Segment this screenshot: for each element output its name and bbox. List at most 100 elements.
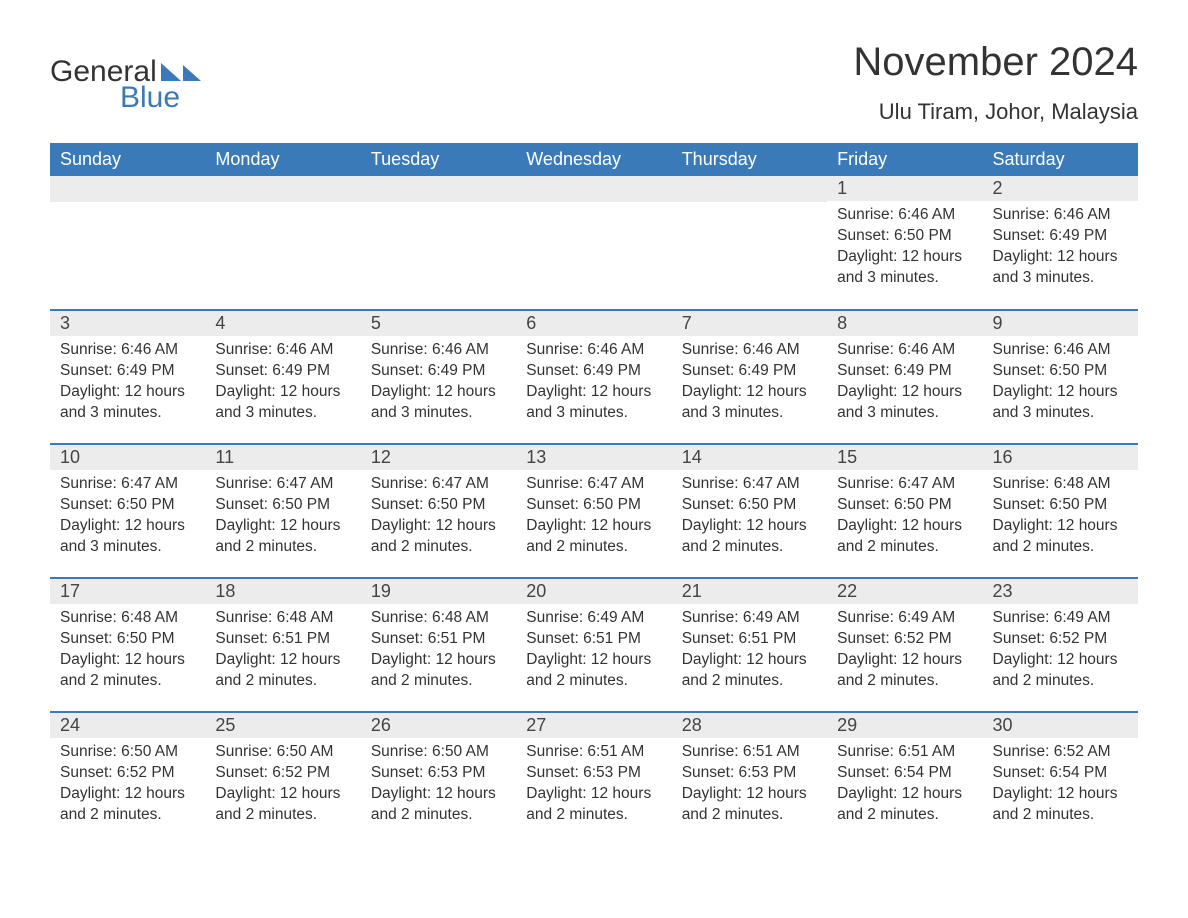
- sunrise-text: Sunrise: 6:52 AM: [993, 742, 1128, 763]
- sunset-text: Sunset: 6:54 PM: [993, 763, 1128, 784]
- daylight-text: Daylight: 12 hours and 2 minutes.: [682, 516, 817, 558]
- day-number: 2: [983, 176, 1138, 201]
- sunset-text: Sunset: 6:50 PM: [837, 495, 972, 516]
- sunrise-text: Sunrise: 6:46 AM: [526, 340, 661, 361]
- sunset-text: Sunset: 6:52 PM: [837, 629, 972, 650]
- day-details: Sunrise: 6:49 AMSunset: 6:51 PMDaylight:…: [516, 604, 671, 696]
- calendar-day-cell: [361, 176, 516, 310]
- sunrise-text: Sunrise: 6:46 AM: [993, 205, 1128, 226]
- day-details: Sunrise: 6:47 AMSunset: 6:50 PMDaylight:…: [827, 470, 982, 562]
- day-number: 15: [827, 445, 982, 470]
- calendar-week-row: 3Sunrise: 6:46 AMSunset: 6:49 PMDaylight…: [50, 310, 1138, 444]
- calendar-day-cell: 24Sunrise: 6:50 AMSunset: 6:52 PMDayligh…: [50, 712, 205, 846]
- day-number: 10: [50, 445, 205, 470]
- sunrise-text: Sunrise: 6:48 AM: [371, 608, 506, 629]
- sunrise-text: Sunrise: 6:47 AM: [371, 474, 506, 495]
- sunset-text: Sunset: 6:50 PM: [682, 495, 817, 516]
- sunrise-text: Sunrise: 6:47 AM: [60, 474, 195, 495]
- sunrise-text: Sunrise: 6:46 AM: [837, 340, 972, 361]
- day-number: 12: [361, 445, 516, 470]
- day-number: 4: [205, 311, 360, 336]
- daylight-text: Daylight: 12 hours and 2 minutes.: [215, 516, 350, 558]
- calendar-day-cell: 27Sunrise: 6:51 AMSunset: 6:53 PMDayligh…: [516, 712, 671, 846]
- daylight-text: Daylight: 12 hours and 2 minutes.: [371, 784, 506, 826]
- calendar-day-cell: 2Sunrise: 6:46 AMSunset: 6:49 PMDaylight…: [983, 176, 1138, 310]
- sunrise-text: Sunrise: 6:50 AM: [215, 742, 350, 763]
- calendar-day-cell: [205, 176, 360, 310]
- daylight-text: Daylight: 12 hours and 2 minutes.: [60, 650, 195, 692]
- title-block: November 2024 Ulu Tiram, Johor, Malaysia: [853, 40, 1138, 135]
- day-number: 17: [50, 579, 205, 604]
- daylight-text: Daylight: 12 hours and 2 minutes.: [526, 650, 661, 692]
- daylight-text: Daylight: 12 hours and 2 minutes.: [837, 516, 972, 558]
- day-details: Sunrise: 6:49 AMSunset: 6:51 PMDaylight:…: [672, 604, 827, 696]
- day-details: Sunrise: 6:46 AMSunset: 6:49 PMDaylight:…: [205, 336, 360, 428]
- calendar-day-cell: 25Sunrise: 6:50 AMSunset: 6:52 PMDayligh…: [205, 712, 360, 846]
- daylight-text: Daylight: 12 hours and 3 minutes.: [993, 382, 1128, 424]
- day-details: Sunrise: 6:51 AMSunset: 6:53 PMDaylight:…: [516, 738, 671, 830]
- sunset-text: Sunset: 6:50 PM: [993, 361, 1128, 382]
- day-number: [205, 176, 360, 202]
- calendar-week-row: 10Sunrise: 6:47 AMSunset: 6:50 PMDayligh…: [50, 444, 1138, 578]
- calendar-day-cell: 8Sunrise: 6:46 AMSunset: 6:49 PMDaylight…: [827, 310, 982, 444]
- calendar-day-cell: [50, 176, 205, 310]
- sunset-text: Sunset: 6:49 PM: [837, 361, 972, 382]
- day-number: 1: [827, 176, 982, 201]
- sunrise-text: Sunrise: 6:51 AM: [837, 742, 972, 763]
- calendar-week-row: 24Sunrise: 6:50 AMSunset: 6:52 PMDayligh…: [50, 712, 1138, 846]
- day-number: 11: [205, 445, 360, 470]
- sunrise-text: Sunrise: 6:48 AM: [60, 608, 195, 629]
- sunrise-text: Sunrise: 6:47 AM: [526, 474, 661, 495]
- day-number: 7: [672, 311, 827, 336]
- calendar-day-cell: 7Sunrise: 6:46 AMSunset: 6:49 PMDaylight…: [672, 310, 827, 444]
- day-number: [50, 176, 205, 202]
- day-header: Thursday: [672, 143, 827, 176]
- day-header: Saturday: [983, 143, 1138, 176]
- day-number: 27: [516, 713, 671, 738]
- day-number: 3: [50, 311, 205, 336]
- day-number: 29: [827, 713, 982, 738]
- day-number: 5: [361, 311, 516, 336]
- day-details: Sunrise: 6:52 AMSunset: 6:54 PMDaylight:…: [983, 738, 1138, 830]
- brand-line2: Blue: [120, 81, 180, 115]
- calendar-day-cell: 19Sunrise: 6:48 AMSunset: 6:51 PMDayligh…: [361, 578, 516, 712]
- sunrise-text: Sunrise: 6:47 AM: [837, 474, 972, 495]
- day-details: Sunrise: 6:50 AMSunset: 6:52 PMDaylight:…: [205, 738, 360, 830]
- sunset-text: Sunset: 6:49 PM: [682, 361, 817, 382]
- sunset-text: Sunset: 6:54 PM: [837, 763, 972, 784]
- day-details: Sunrise: 6:49 AMSunset: 6:52 PMDaylight:…: [827, 604, 982, 696]
- calendar-day-cell: 3Sunrise: 6:46 AMSunset: 6:49 PMDaylight…: [50, 310, 205, 444]
- calendar-day-cell: 1Sunrise: 6:46 AMSunset: 6:50 PMDaylight…: [827, 176, 982, 310]
- day-details: Sunrise: 6:47 AMSunset: 6:50 PMDaylight:…: [516, 470, 671, 562]
- sunset-text: Sunset: 6:49 PM: [215, 361, 350, 382]
- day-number: 22: [827, 579, 982, 604]
- day-details: Sunrise: 6:46 AMSunset: 6:50 PMDaylight:…: [983, 336, 1138, 428]
- day-details: Sunrise: 6:46 AMSunset: 6:49 PMDaylight:…: [50, 336, 205, 428]
- daylight-text: Daylight: 12 hours and 3 minutes.: [682, 382, 817, 424]
- daylight-text: Daylight: 12 hours and 2 minutes.: [993, 784, 1128, 826]
- daylight-text: Daylight: 12 hours and 3 minutes.: [993, 247, 1128, 289]
- day-number: [361, 176, 516, 202]
- daylight-text: Daylight: 12 hours and 2 minutes.: [993, 650, 1128, 692]
- sunset-text: Sunset: 6:53 PM: [371, 763, 506, 784]
- day-number: 18: [205, 579, 360, 604]
- daylight-text: Daylight: 12 hours and 2 minutes.: [682, 784, 817, 826]
- sunrise-text: Sunrise: 6:49 AM: [837, 608, 972, 629]
- daylight-text: Daylight: 12 hours and 2 minutes.: [682, 650, 817, 692]
- day-header: Sunday: [50, 143, 205, 176]
- sunset-text: Sunset: 6:50 PM: [993, 495, 1128, 516]
- sunrise-text: Sunrise: 6:46 AM: [837, 205, 972, 226]
- sunset-text: Sunset: 6:53 PM: [682, 763, 817, 784]
- sunset-text: Sunset: 6:50 PM: [60, 495, 195, 516]
- day-header: Friday: [827, 143, 982, 176]
- day-number: 28: [672, 713, 827, 738]
- day-details: Sunrise: 6:48 AMSunset: 6:51 PMDaylight:…: [361, 604, 516, 696]
- calendar-day-cell: 30Sunrise: 6:52 AMSunset: 6:54 PMDayligh…: [983, 712, 1138, 846]
- sunrise-text: Sunrise: 6:49 AM: [993, 608, 1128, 629]
- day-details: Sunrise: 6:51 AMSunset: 6:54 PMDaylight:…: [827, 738, 982, 830]
- sunrise-text: Sunrise: 6:46 AM: [371, 340, 506, 361]
- daylight-text: Daylight: 12 hours and 3 minutes.: [526, 382, 661, 424]
- sunset-text: Sunset: 6:50 PM: [837, 226, 972, 247]
- daylight-text: Daylight: 12 hours and 3 minutes.: [60, 382, 195, 424]
- sunset-text: Sunset: 6:51 PM: [371, 629, 506, 650]
